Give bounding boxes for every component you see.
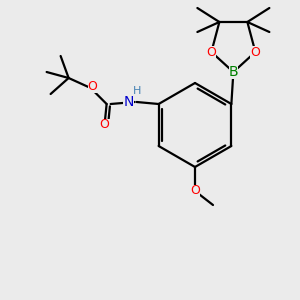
Text: O: O bbox=[100, 118, 110, 131]
Text: O: O bbox=[206, 46, 216, 59]
Text: H: H bbox=[132, 86, 141, 96]
Text: N: N bbox=[123, 95, 134, 109]
Text: O: O bbox=[250, 46, 260, 59]
Text: O: O bbox=[88, 80, 98, 92]
Text: B: B bbox=[229, 65, 238, 79]
Text: O: O bbox=[190, 184, 200, 197]
